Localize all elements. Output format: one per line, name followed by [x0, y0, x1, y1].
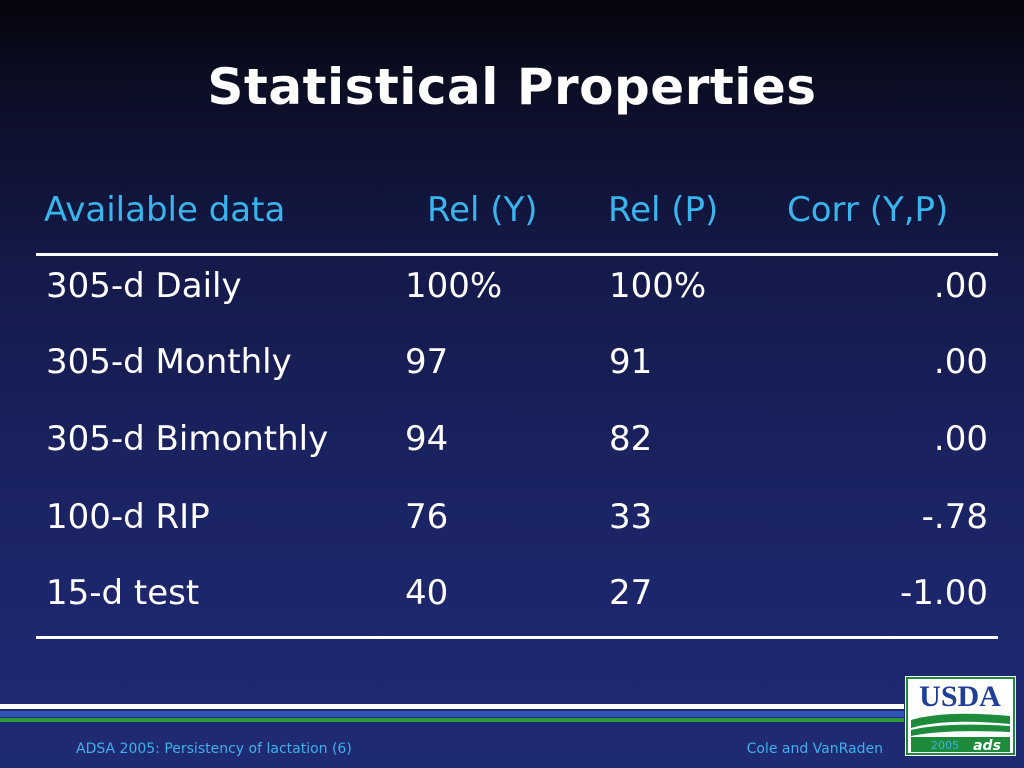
footer-presentation-title: ADSA 2005: Persistency of lactation (6): [76, 741, 352, 757]
cell-rel-y: 97: [405, 342, 449, 382]
column-header-rel-p: Rel (P): [608, 190, 719, 230]
cell-rel-p: 91: [609, 342, 653, 382]
ads-mark-icon: ads: [973, 738, 1001, 754]
cell-available-data: 305-d Bimonthly: [46, 419, 329, 459]
header-divider: [36, 253, 998, 256]
column-header-rel-y: Rel (Y): [427, 190, 538, 230]
footer-stripe-green: [0, 718, 904, 722]
cell-corr: .00: [933, 419, 988, 459]
cell-corr: .00: [933, 266, 988, 306]
cell-available-data: 100-d RIP: [46, 497, 210, 537]
cell-rel-p: 100%: [609, 266, 707, 306]
cell-corr: -.78: [921, 497, 988, 537]
cell-rel-y: 94: [405, 419, 449, 459]
footer-authors: Cole and VanRaden: [746, 741, 883, 757]
column-header-available-data: Available data: [44, 190, 286, 230]
cell-rel-p: 33: [609, 497, 653, 537]
cell-rel-p: 82: [609, 419, 653, 459]
cell-corr: .00: [933, 342, 988, 382]
cell-available-data: 15-d test: [46, 573, 200, 613]
cell-rel-y: 40: [405, 573, 449, 613]
cell-available-data: 305-d Monthly: [46, 342, 292, 382]
footer-stripe-blue: [0, 711, 904, 717]
footer-stripe-white: [0, 704, 904, 709]
column-header-corr: Corr (Y,P): [787, 190, 949, 230]
cell-rel-y: 76: [405, 497, 449, 537]
cell-available-data: 305-d Daily: [46, 266, 242, 306]
cell-rel-y: 100%: [405, 266, 503, 306]
usda-wordmark: USDA: [919, 680, 1001, 713]
slide-title: Statistical Properties: [207, 58, 817, 116]
cell-rel-p: 27: [609, 573, 653, 613]
cell-corr: -1.00: [900, 573, 988, 613]
usda-logo-graphic: USDA 2005 ads: [905, 676, 1016, 756]
table-bottom-divider: [36, 636, 998, 639]
logo-year: 2005: [931, 739, 959, 752]
usda-logo: USDA 2005 ads: [905, 676, 1016, 756]
